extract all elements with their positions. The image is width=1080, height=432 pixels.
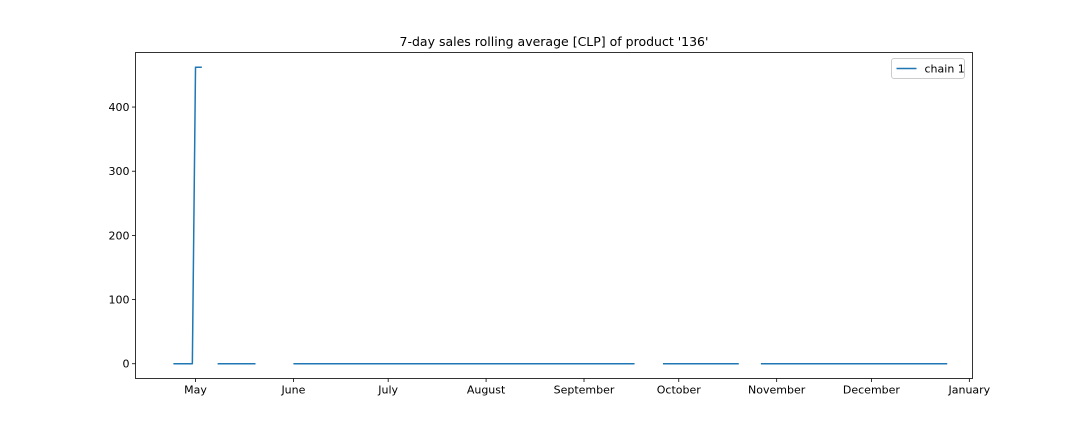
x-tick-label: November (748, 384, 806, 397)
x-tick-label: October (657, 384, 701, 397)
x-tick-label: May (184, 384, 207, 397)
legend: chain 1 (891, 58, 965, 79)
plot-area (135, 52, 973, 379)
series-line-segment (173, 66, 202, 365)
x-axis: May June July August September October Novembe… (184, 378, 991, 397)
legend-label: chain 1 (925, 63, 965, 76)
y-tick-label: 300 (109, 165, 130, 178)
y-tick-label: 400 (109, 101, 130, 114)
legend-box (891, 58, 965, 79)
y-tick-label: 200 (109, 229, 130, 242)
y-tick-label: 100 (109, 294, 130, 307)
x-tick-label: September (554, 384, 615, 397)
x-tick-label: January (947, 384, 990, 397)
series-layer (173, 66, 948, 365)
x-tick-label: August (467, 384, 506, 397)
x-tick-label: June (280, 384, 305, 397)
y-axis: 0 100 200 300 400 (109, 101, 136, 371)
x-tick-label: July (377, 384, 398, 397)
y-tick-label: 0 (123, 358, 130, 371)
chart-title: 7-day sales rolling average [CLP] of pro… (400, 34, 709, 49)
x-tick-label: December (843, 384, 901, 397)
